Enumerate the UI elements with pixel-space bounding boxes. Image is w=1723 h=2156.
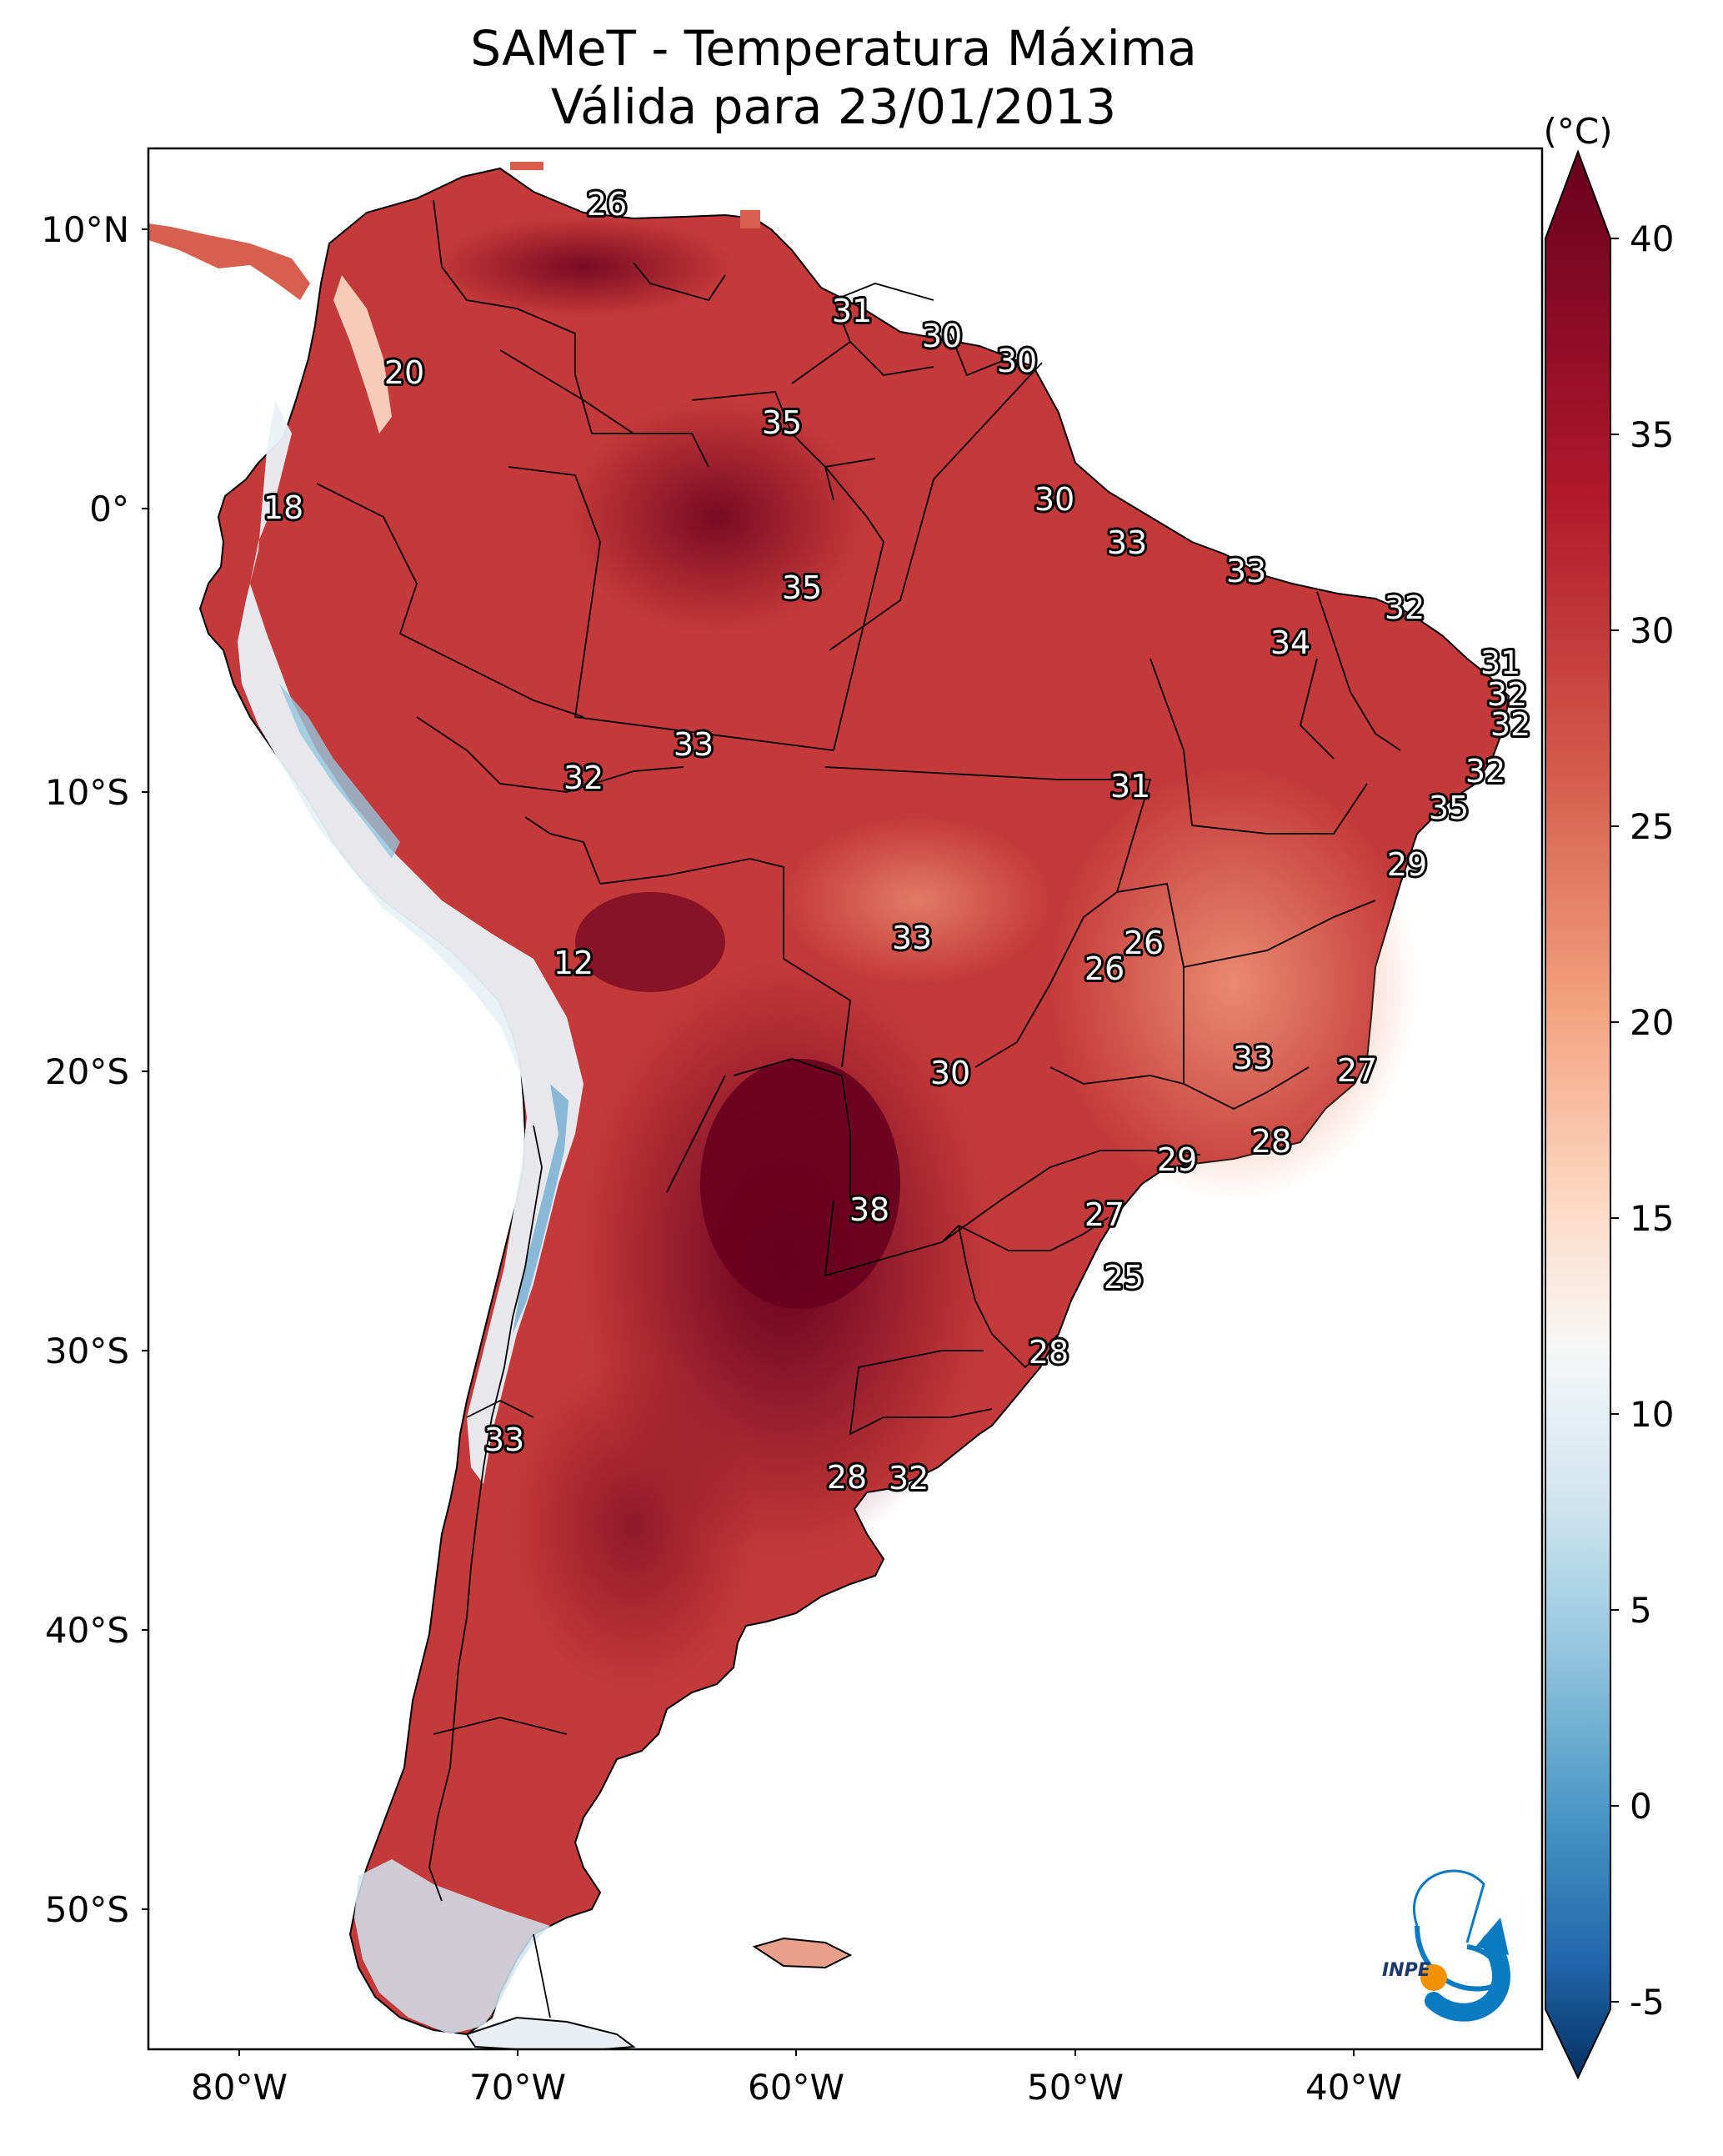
latitude-axis: 10°N 0° 10°S 20°S 30°S 40°S 50°S [41, 209, 148, 1930]
logo-arrow-icon [1475, 1918, 1509, 1955]
temperature-value-label: 32 [1385, 589, 1425, 626]
map-subtitle: Válida para 23/01/2013 [550, 78, 1117, 135]
colorbar-tick-10: 10 [1630, 1394, 1674, 1435]
lat-label-30s: 30°S [45, 1331, 129, 1371]
colorbar-tick-5: 5 [1630, 1590, 1652, 1631]
falkland-islands [752, 1937, 853, 1969]
lon-label-60w: 60°W [748, 2067, 844, 2108]
chaco-core [700, 1059, 900, 1309]
temperature-value-label: 33 [892, 920, 932, 956]
colorbar: (°C) 40 35 30 25 20 15 10 5 0 -5 [1543, 111, 1674, 2080]
lat-label-50s: 50°S [45, 1889, 129, 1930]
temperature-value-label: 33 [1233, 1040, 1273, 1076]
temperature-value-label: 32 [1490, 706, 1530, 743]
colorbar-bar [1545, 149, 1611, 2080]
caribbean-island [740, 210, 760, 228]
temperature-value-label: 28 [827, 1459, 867, 1496]
temperature-value-label: 33 [484, 1421, 524, 1458]
temperature-value-label: 35 [1429, 790, 1469, 826]
bolivia-hot-zone [575, 892, 725, 992]
amazon-hot-zone [567, 400, 867, 634]
logo-text: INPE [1382, 1960, 1430, 1981]
temperature-value-label: 33 [1107, 524, 1147, 561]
temperature-value-label: 29 [1157, 1141, 1197, 1178]
chile-argentina-border [428, 1125, 543, 1902]
temperature-value-label: 30 [922, 318, 962, 354]
colorbar-tick-15: 15 [1630, 1198, 1674, 1239]
temperature-value-label: 38 [849, 1191, 889, 1228]
colorbar-tick-25: 25 [1630, 806, 1674, 847]
colorbar-tick-0: 0 [1630, 1786, 1652, 1827]
lon-label-80w: 80°W [191, 2067, 288, 2108]
colorbar-tick-20: 20 [1630, 1002, 1674, 1043]
colorbar-tick-40: 40 [1630, 218, 1674, 259]
colorbar-unit: (°C) [1543, 111, 1612, 152]
temperature-value-label: 31 [1110, 768, 1150, 805]
venezuela-hot-zone [433, 217, 734, 317]
central-brazil-warm [784, 817, 1050, 984]
temperature-value-label: 26 [587, 186, 627, 223]
country-borders [316, 199, 1401, 2018]
temperature-value-label: 35 [762, 404, 802, 441]
colorbar-tick-35: 35 [1630, 414, 1674, 455]
andes-south-blue [513, 1084, 568, 1334]
temperature-value-label: 30 [930, 1055, 970, 1091]
colombia-andes-cold [333, 275, 392, 434]
colorbar-tick-minus5: -5 [1630, 1982, 1665, 2023]
temperature-value-label: 31 [1480, 644, 1520, 681]
brazil-warm-zone [1050, 767, 1417, 1201]
temperature-value-label: 26 [1124, 925, 1164, 961]
map-frame [147, 147, 1544, 2051]
temperature-value-label: 20 [384, 354, 424, 391]
logo-orange-dot [1420, 1964, 1447, 1991]
temperature-value-label: 32 [563, 760, 604, 796]
lat-label-0: 0° [89, 489, 129, 529]
lon-label-70w: 70°W [469, 2067, 566, 2108]
colorbar-tick-30: 30 [1630, 610, 1674, 651]
temperature-value-label: 34 [1270, 624, 1310, 661]
temperature-value-label: 33 [674, 726, 714, 763]
temperature-value-label: 27 [1084, 1196, 1124, 1233]
caribbean-island-2 [510, 162, 543, 170]
temperature-value-label: 25 [1104, 1259, 1144, 1296]
lat-label-20s: 20°S [45, 1051, 129, 1092]
lon-label-40w: 40°W [1305, 2067, 1402, 2108]
temperature-value-label: 31 [832, 293, 872, 329]
temperature-value-label: 28 [1029, 1334, 1069, 1371]
temperature-value-label: 35 [782, 569, 822, 606]
temperature-value-label: 32 [1465, 753, 1505, 790]
patagonia-hot-zone [508, 1359, 759, 1692]
map-title: SAMeT - Temperatura Máxima [470, 20, 1197, 77]
lat-label-10s: 10°S [45, 772, 129, 813]
temperature-value-label: 33 [1226, 553, 1266, 589]
temperature-value-label: 30 [1034, 481, 1074, 518]
central-america-land [148, 223, 310, 300]
temperature-value-label: 30 [997, 343, 1037, 379]
temperature-value-label: 32 [1487, 676, 1527, 713]
tierra-del-fuego [465, 2016, 636, 2049]
longitude-axis: 80°W 70°W 60°W 50°W 40°W [191, 2049, 1402, 2108]
temperature-value-label: 12 [553, 945, 594, 981]
temperature-value-label: 29 [1387, 846, 1427, 883]
temperature-value-label: 18 [263, 489, 303, 526]
temperature-value-label: 28 [1251, 1123, 1291, 1160]
lon-label-50w: 50°W [1027, 2067, 1124, 2108]
patagonia-cold [354, 1859, 550, 2034]
lat-label-40s: 40°S [45, 1610, 129, 1651]
lat-label-10n: 10°N [41, 209, 129, 250]
continent-layer [148, 162, 1510, 2049]
temperature-value-label: 26 [1084, 950, 1124, 987]
temperature-value-label: 27 [1337, 1052, 1377, 1089]
andes-blue-core [279, 684, 400, 859]
inpe-logo: INPE [1382, 1869, 1510, 2022]
temperature-value-label: 32 [889, 1460, 929, 1497]
